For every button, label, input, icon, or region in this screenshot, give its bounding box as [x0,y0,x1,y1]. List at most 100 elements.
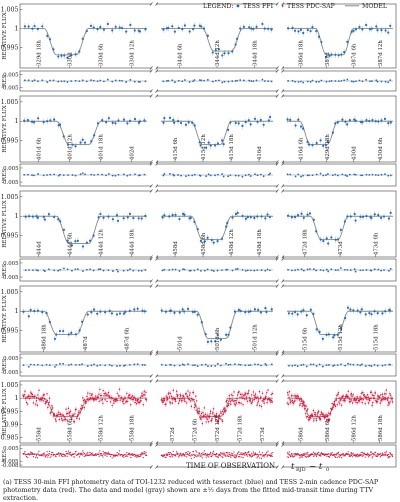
flux-point [45,401,48,403]
residual-point [390,452,392,455]
flux-point [163,117,166,120]
residual-tick-label: 0.005 [3,73,19,79]
flux-point [140,399,142,402]
flux-point [361,121,364,124]
residual-point [221,81,224,84]
flux-point [30,391,32,393]
time-tick-label: 402d [130,146,136,160]
flux-point [112,397,114,400]
residual-point [338,454,340,456]
residual-point [123,456,125,458]
flux-point [141,392,143,394]
time-tick-label: 429d 18h [325,134,331,160]
flux-point [46,399,48,402]
legend: LEGEND: TESS FFI TESS PDC-SAP MODEL [203,3,387,10]
residual-point [206,455,209,457]
residual-point [239,79,242,81]
flux-point [374,120,377,123]
residual-point [234,80,237,82]
residual-point [70,363,73,366]
panel-4: RELATIVE FLUXRES1.00510.9950.005-0.00548… [1,284,397,378]
residual-point [221,269,223,272]
flux-point [360,308,363,311]
flux-point [263,27,266,30]
residual-point [141,453,143,455]
residual-point [28,269,30,271]
break-mark [275,352,285,356]
flux-point [321,337,324,340]
flux-point [172,389,175,392]
flux-point [234,121,237,125]
flux-tick-label: 0.995 [1,138,19,145]
flux-point [338,397,340,399]
residual-point [116,454,118,456]
flux-point [193,406,195,409]
residual-point [186,456,188,458]
residual-point [200,452,203,455]
residual-point [230,452,232,454]
flux-point [172,118,175,122]
residual-point [325,80,328,83]
flux-point [128,397,131,399]
flux-point [287,403,290,405]
residual-point [62,453,64,455]
data-points [23,115,146,177]
flux-point [99,212,102,216]
residual-point [196,451,198,453]
flux-point [250,27,253,30]
residual-point [324,454,326,456]
flux-point [161,216,164,219]
residual-point [299,454,301,456]
residual-point [41,364,44,367]
residual-point [315,455,318,458]
residual-point [225,362,227,365]
flux-point [185,392,187,395]
residual-point [54,454,56,456]
residual-point [201,457,203,459]
residual-point [114,79,117,82]
residual-point [126,269,129,272]
flux-point [35,397,38,399]
flux-point [117,119,120,122]
flux-point [379,402,382,404]
residual-point [32,269,34,272]
flux-point [229,326,232,329]
flux-point [74,333,77,336]
panel-2: RELATIVE FLUXRES1.00510.9950.005-0.00540… [1,94,397,188]
flux-point [167,26,170,30]
flux-point [229,400,231,403]
flux-point [31,215,35,218]
flux-point [29,395,31,397]
flux-point [295,397,297,399]
flux-point [63,419,65,421]
flux-point [303,401,305,403]
residual-point [326,453,329,455]
residual-point [167,454,169,456]
flux-point [289,401,292,404]
flux-point [248,26,251,29]
flux-axis-label: RELATIVE FLUX [2,295,8,343]
residual-point [128,452,130,455]
flux-point [376,312,379,315]
residual-point [84,173,86,176]
residual-point [36,457,39,459]
flux-point [91,397,94,399]
flux-point [346,306,350,309]
flux-point [42,215,45,219]
residual-point [47,456,49,458]
residual-point [306,268,309,271]
residual-point [178,364,181,367]
residual-point [348,454,350,456]
flux-point [206,414,208,416]
residual-point [197,455,199,457]
flux-point [322,239,325,243]
time-tick-label: 573d [260,427,266,441]
flux-point [63,416,66,418]
flux-point [336,121,339,124]
residual-point [289,173,292,176]
flux-point [260,405,263,408]
residual-point [206,78,209,81]
flux-point [137,217,140,220]
flux-point [58,329,62,333]
axis-break [277,70,283,92]
